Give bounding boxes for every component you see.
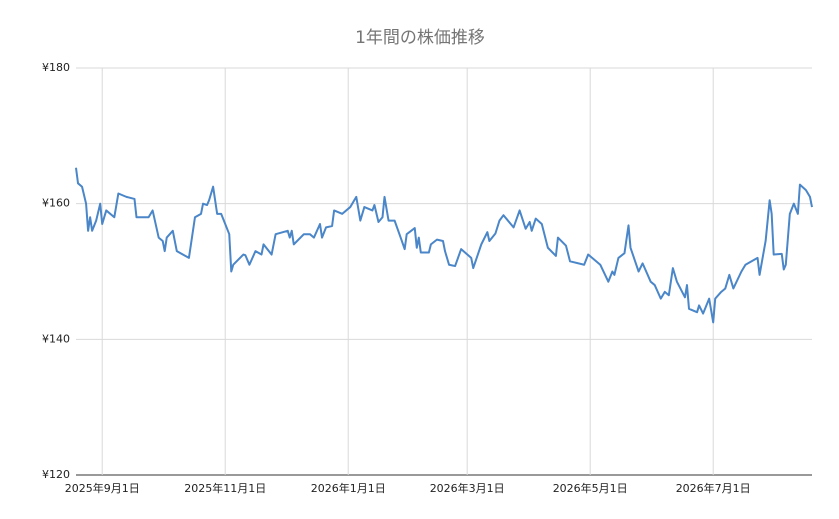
- x-tick-label: 2026年7月1日: [676, 481, 751, 495]
- y-tick-label: ¥120: [42, 468, 70, 481]
- x-tick-label: 2026年5月1日: [553, 481, 628, 495]
- x-tick-label: 2026年1月1日: [311, 481, 386, 495]
- x-tick-label: 2026年3月1日: [430, 481, 505, 495]
- y-tick-label: ¥160: [42, 197, 70, 210]
- x-tick-label: 2025年9月1日: [65, 481, 140, 495]
- chart-title: 1年間の株価推移: [355, 28, 485, 48]
- y-tick-label: ¥140: [42, 332, 70, 345]
- price-line: [75, 167, 813, 324]
- x-tick-label: 2025年11月1日: [184, 481, 266, 495]
- y-tick-label: ¥180: [42, 61, 70, 74]
